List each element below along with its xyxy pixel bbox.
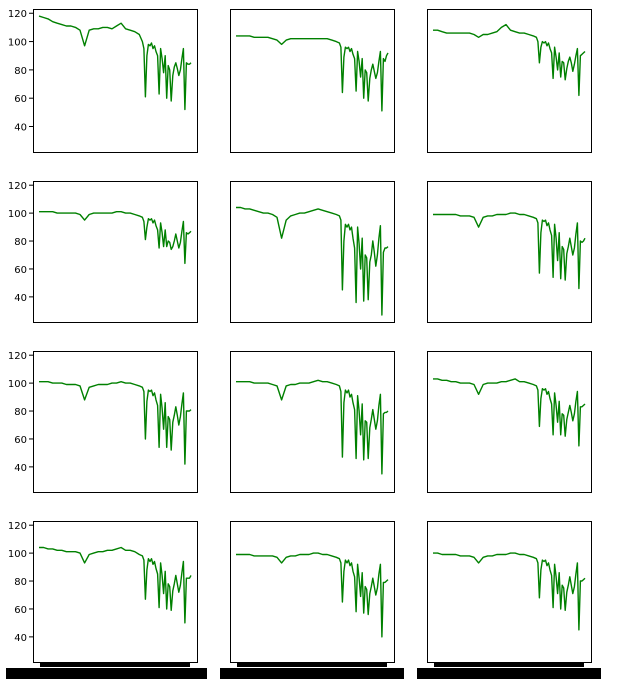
series-line	[433, 378, 586, 447]
plot-frame	[427, 9, 592, 153]
y-tick-label: 40	[14, 463, 27, 474]
panel-10: 40 60 80 100 120	[6, 521, 207, 679]
y-tick-label: 100	[8, 379, 27, 390]
y-tick-label: 120	[8, 351, 27, 362]
x-tick-marks	[40, 663, 190, 667]
panel-5	[230, 181, 395, 323]
plot-frame	[33, 181, 198, 323]
series-line	[39, 546, 192, 624]
series-line	[433, 212, 586, 290]
series-line	[236, 35, 389, 112]
panel-3	[427, 9, 592, 153]
x-tick-labels-overlap	[220, 668, 404, 679]
x-tick-labels-overlap	[417, 668, 601, 679]
panel-2	[230, 9, 395, 153]
x-tick-labels-overlap	[6, 668, 207, 679]
series-line	[236, 552, 389, 638]
panel-11	[220, 521, 404, 679]
y-tick-label: 120	[8, 9, 27, 20]
y-tick-label: 100	[8, 38, 27, 49]
y-tick-label: 60	[14, 435, 27, 446]
series-line	[236, 206, 389, 316]
y-tick-label: 80	[14, 66, 27, 77]
y-tick-label: 100	[8, 209, 27, 220]
series-line	[433, 23, 586, 97]
y-tick-label: 60	[14, 605, 27, 616]
y-tick-label: 60	[14, 265, 27, 276]
y-tick-label: 80	[14, 407, 27, 418]
series-line	[39, 210, 192, 265]
plot-frame	[230, 351, 395, 493]
y-tick-label: 100	[8, 549, 27, 560]
y-tick-label: 40	[14, 293, 27, 304]
panel-4: 40 60 80 100 120	[8, 181, 198, 323]
series-line	[433, 552, 586, 631]
series-line	[38, 15, 192, 111]
series-line	[236, 379, 389, 475]
panel-12	[417, 521, 601, 679]
plot-frame	[230, 181, 395, 323]
y-tick-label: 40	[14, 633, 27, 644]
x-tick-marks	[434, 663, 584, 667]
panel-8	[230, 351, 395, 493]
series-line	[39, 381, 192, 465]
panel-9	[427, 351, 592, 493]
panel-7: 40 60 80 100 120	[8, 351, 198, 493]
y-tick-label: 40	[14, 123, 27, 134]
y-tick-label: 60	[14, 94, 27, 105]
x-tick-marks	[237, 663, 387, 667]
panel-1: 40 60 80 100 120	[8, 9, 198, 153]
y-tick-label: 80	[14, 237, 27, 248]
panels-layer: 40 60 80 100 120 40 60 80 100 120 40 60 80 100 120 40 60…	[6, 9, 601, 679]
panel-6	[427, 181, 592, 323]
y-tick-label: 120	[8, 181, 27, 192]
y-tick-label: 120	[8, 521, 27, 532]
y-tick-label: 80	[14, 577, 27, 588]
